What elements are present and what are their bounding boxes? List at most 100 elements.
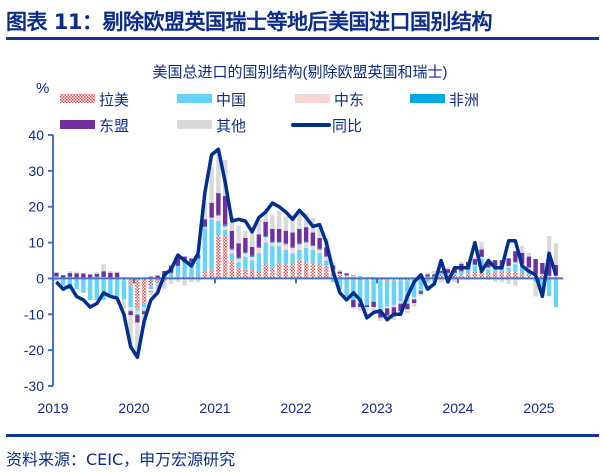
bar-segment-其他 xyxy=(135,322,140,359)
bar-segment-东盟 xyxy=(141,312,147,315)
bar-segment-中国 xyxy=(351,278,356,300)
bar-segment-拉美 xyxy=(513,271,518,279)
bar-segment-非洲 xyxy=(297,243,302,245)
bar-segment-其他 xyxy=(54,280,59,283)
bar-segment-中东 xyxy=(540,274,545,275)
bar-segment-中国 xyxy=(243,256,248,270)
bar-segment-东盟 xyxy=(303,227,309,242)
bar-segment-东盟 xyxy=(486,261,491,268)
bar-segment-中国 xyxy=(135,307,140,311)
bar-segment-中国 xyxy=(229,253,235,261)
bar-segment-非洲 xyxy=(168,272,174,274)
bar-segment-非洲 xyxy=(479,256,484,258)
bar-segment-非洲 xyxy=(263,236,268,238)
bar-segment-拉美 xyxy=(303,262,309,279)
bar-segment-中国 xyxy=(290,253,295,265)
bar-segment-其他 xyxy=(432,270,437,275)
bar-segment-东盟 xyxy=(533,259,538,274)
bar-segment-拉美 xyxy=(236,267,241,279)
legend-swatch xyxy=(410,94,445,103)
bar-segment-东盟 xyxy=(189,258,194,262)
bar-segment-非洲 xyxy=(472,264,478,265)
bar-segment-东盟 xyxy=(324,247,329,257)
bar-segment-中东 xyxy=(411,297,417,300)
bar-segment-其他 xyxy=(364,307,370,311)
legend-label: 中东 xyxy=(334,92,364,109)
bar-segment-其他 xyxy=(438,278,444,283)
bar-segment-其他 xyxy=(425,272,430,275)
bar-segment-非洲 xyxy=(175,265,181,267)
bar-segment-中国 xyxy=(276,246,282,265)
bar-segment-中国 xyxy=(418,278,424,290)
bar-segment-非洲 xyxy=(67,276,73,278)
bar-segment-拉美 xyxy=(540,274,545,279)
bar-segment-其他 xyxy=(445,267,451,270)
bar-segment-其他 xyxy=(243,230,248,238)
bar-segment-中东 xyxy=(276,242,282,247)
bar-segment-其他 xyxy=(290,214,295,233)
bar-segment-中国 xyxy=(189,262,194,277)
bar-segment-其他 xyxy=(533,282,538,297)
bar-segment-其他 xyxy=(209,166,214,203)
bar-segment-非洲 xyxy=(513,261,518,263)
bar-segment-非洲 xyxy=(236,257,241,259)
bar-segment-非洲 xyxy=(155,285,160,287)
source-note: 资料来源：CEIC，申万宏源研究 xyxy=(6,450,236,469)
bar-segment-东盟 xyxy=(74,273,79,277)
bar-segment-中国 xyxy=(391,280,397,306)
bar-segment-拉美 xyxy=(243,269,248,279)
bar-segment-东盟 xyxy=(405,303,410,310)
y-axis-unit: % xyxy=(36,80,49,97)
bar-segment-中国 xyxy=(553,278,559,308)
bar-segment-其他 xyxy=(283,216,289,231)
bar-segment-中国 xyxy=(114,278,120,297)
bar-segment-拉美 xyxy=(337,274,343,279)
title-divider xyxy=(6,37,599,40)
bar-segment-非洲 xyxy=(398,303,403,305)
bar-segment-东盟 xyxy=(229,230,235,249)
bar-segment-拉美 xyxy=(222,235,228,279)
bar-segment-拉美 xyxy=(438,274,444,279)
bar-segment-中东 xyxy=(337,273,343,275)
bar-segment-东盟 xyxy=(236,243,241,258)
bar-segment-其他 xyxy=(337,269,343,272)
bar-segment-东盟 xyxy=(283,230,289,244)
bar-segment-中国 xyxy=(81,278,86,293)
bar-segment-非洲 xyxy=(195,258,201,259)
bar-segment-中东 xyxy=(418,289,424,291)
x-tick-label: 2025 xyxy=(523,400,554,416)
bar-segment-其他 xyxy=(526,252,532,257)
bar-segment-非洲 xyxy=(452,272,457,274)
bar-segment-中东 xyxy=(405,301,410,304)
bar-segment-拉美 xyxy=(317,264,322,279)
bar-segment-中东 xyxy=(513,262,518,265)
y-tick-label: -20 xyxy=(24,342,44,358)
bar-segment-东盟 xyxy=(243,237,248,253)
bar-segment-中东 xyxy=(351,275,356,277)
bar-segment-中东 xyxy=(506,265,511,268)
bar-segment-中国 xyxy=(67,278,73,290)
bar-segment-拉美 xyxy=(519,273,525,279)
bar-segment-拉美 xyxy=(229,260,235,279)
bar-segment-中东 xyxy=(54,276,59,278)
bar-segment-中国 xyxy=(216,221,221,236)
bar-segment-非洲 xyxy=(229,248,235,250)
bar-segment-非洲 xyxy=(148,290,154,292)
bar-segment-其他 xyxy=(229,216,235,231)
x-tick-label: 2024 xyxy=(442,400,473,416)
bar-segment-东盟 xyxy=(101,271,106,277)
bar-segment-中国 xyxy=(155,282,160,284)
bar-segment-东盟 xyxy=(249,246,255,256)
bar-segment-拉美 xyxy=(452,274,457,279)
bar-segment-中东 xyxy=(155,283,160,286)
bar-segment-其他 xyxy=(479,242,484,250)
bar-segment-东盟 xyxy=(492,260,498,266)
x-tick-label: 2022 xyxy=(280,400,311,416)
bar-segment-拉美 xyxy=(290,264,295,279)
bar-segment-拉美 xyxy=(256,271,262,279)
bar-segment-非洲 xyxy=(60,276,66,278)
bar-segment-东盟 xyxy=(398,303,403,312)
bar-segment-东盟 xyxy=(94,273,100,277)
bar-segment-非洲 xyxy=(189,261,194,263)
